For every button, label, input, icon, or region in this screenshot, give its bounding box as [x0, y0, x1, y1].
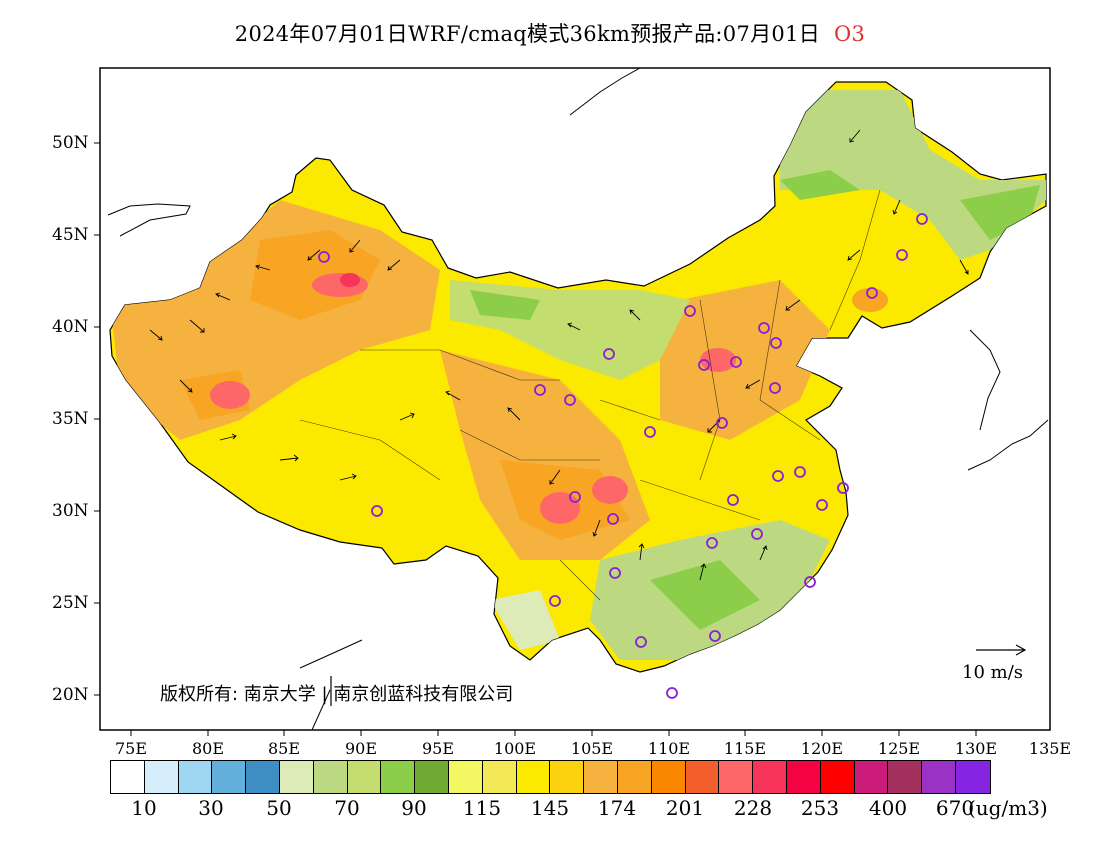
lon-label-75e: 75E — [114, 739, 148, 758]
legend-swatch — [482, 761, 517, 793]
legend-label: 30 — [198, 796, 224, 820]
legend-swatch — [448, 761, 483, 793]
coastline-outside — [107, 68, 1049, 730]
legend-swatch — [415, 761, 449, 793]
lat-label-40n: 40N — [52, 317, 89, 337]
lat-label-20n: 20N — [52, 685, 89, 705]
axis-ticks — [94, 142, 977, 736]
chart-title: 2024年07月01日WRF/cmaq模式36km预报产品:07月01日 O3 — [0, 18, 1100, 48]
legend-label: 201 — [665, 796, 705, 820]
lon-label-85e: 85E — [267, 739, 301, 758]
wind-reference-arrow — [976, 644, 1027, 656]
legend-swatch — [888, 761, 923, 793]
legend-swatch — [922, 761, 956, 793]
color-legend — [110, 760, 991, 794]
legend-swatch — [550, 761, 585, 793]
legend-swatch — [381, 761, 416, 793]
legend-swatch — [178, 761, 213, 793]
legend-swatch — [212, 761, 247, 793]
wind-reference-label: 10 m/s — [962, 662, 1023, 683]
lon-label-100e: 100E — [493, 739, 537, 758]
monitoring-stations — [318, 213, 928, 699]
copyright-text: 版权所有: 南京大学 | 南京创蓝科技有限公司 — [160, 684, 514, 705]
legend-swatch — [854, 761, 889, 793]
legend-label: 90 — [401, 796, 427, 820]
legend-label: 174 — [597, 796, 637, 820]
lon-label-130e: 130E — [954, 739, 998, 758]
lon-label-105e: 105E — [570, 739, 614, 758]
legend-swatch — [516, 761, 551, 793]
lat-label-50n: 50N — [52, 133, 89, 153]
legend-swatch — [685, 761, 720, 793]
legend-swatch — [955, 761, 990, 793]
legend-label: 253 — [800, 796, 840, 820]
legend-label: 10 — [131, 796, 157, 820]
lat-label-30n: 30N — [52, 501, 89, 521]
lon-label-135e: 135E — [1028, 739, 1072, 758]
legend-swatch — [786, 761, 821, 793]
legend-swatch — [347, 761, 382, 793]
lat-label-25n: 25N — [52, 593, 89, 613]
legend-swatch — [279, 761, 314, 793]
legend-swatch — [313, 761, 348, 793]
pollutant-label: O3 — [834, 22, 866, 46]
lon-label-115e: 115E — [723, 739, 767, 758]
title-main: 2024年07月01日WRF/cmaq模式36km预报产品:07月01日 — [234, 22, 821, 46]
lat-label-35n: 35N — [52, 409, 89, 429]
legend-label: 400 — [868, 796, 908, 820]
legend-swatch — [246, 761, 280, 793]
legend-label: 70 — [334, 796, 360, 820]
lon-label-80e: 80E — [191, 739, 225, 758]
legend-swatch — [719, 761, 754, 793]
lon-label-95e: 95E — [421, 739, 455, 758]
legend-label: 145 — [530, 796, 570, 820]
legend-label: 115 — [462, 796, 502, 820]
legend-swatch — [651, 761, 686, 793]
map-frame — [99, 67, 1051, 731]
legend-swatch — [617, 761, 652, 793]
legend-swatch — [111, 761, 145, 793]
lon-label-90e: 90E — [344, 739, 378, 758]
legend-swatch — [144, 761, 179, 793]
legend-label: 50 — [266, 796, 292, 820]
concentration-field — [110, 90, 1046, 660]
legend-swatch — [584, 761, 618, 793]
lon-label-110e: 110E — [647, 739, 691, 758]
legend-label: 670 — [935, 796, 975, 820]
lon-label-120e: 120E — [800, 739, 844, 758]
legend-swatch — [820, 761, 855, 793]
lon-label-125e: 125E — [877, 739, 921, 758]
legend-label: 228 — [733, 796, 773, 820]
legend-swatch — [753, 761, 787, 793]
legend-unit: (ug/m3) — [968, 796, 1048, 820]
wind-vectors — [149, 129, 969, 581]
lat-label-45n: 45N — [52, 225, 89, 245]
